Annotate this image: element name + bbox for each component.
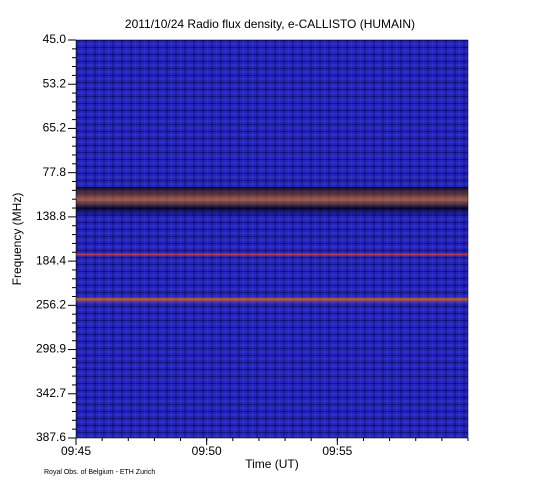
- x-tick-label: 09:55: [322, 444, 352, 458]
- footer: Royal Obs. of Belgium - ETH Zurich: [44, 469, 155, 476]
- y-tick-label: 53.2: [43, 76, 67, 90]
- y-tick-label: 65.2: [43, 121, 67, 135]
- y-tick-label: 77.8: [43, 165, 67, 179]
- x-tick-label: 09:50: [192, 444, 222, 458]
- y-tick-label: 138.8: [36, 209, 66, 223]
- spectrogram-image: [76, 40, 468, 438]
- y-axis-label: Frequency (MHz): [10, 193, 24, 286]
- y-tick-label: 387.6: [36, 430, 66, 444]
- y-tick-label: 256.2: [36, 298, 66, 312]
- plot-frame: [75, 39, 469, 439]
- x-tick-label: 09:45: [61, 444, 91, 458]
- x-axis-label: Time (UT): [245, 457, 299, 471]
- y-tick-label: 45.0: [43, 32, 67, 46]
- y-tick-label: 342.7: [36, 386, 66, 400]
- y-tick-label: 298.9: [36, 342, 66, 356]
- chart-title: 2011/10/24 Radio flux density, e-CALLIST…: [125, 17, 415, 31]
- y-tick-label: 184.4: [36, 253, 66, 267]
